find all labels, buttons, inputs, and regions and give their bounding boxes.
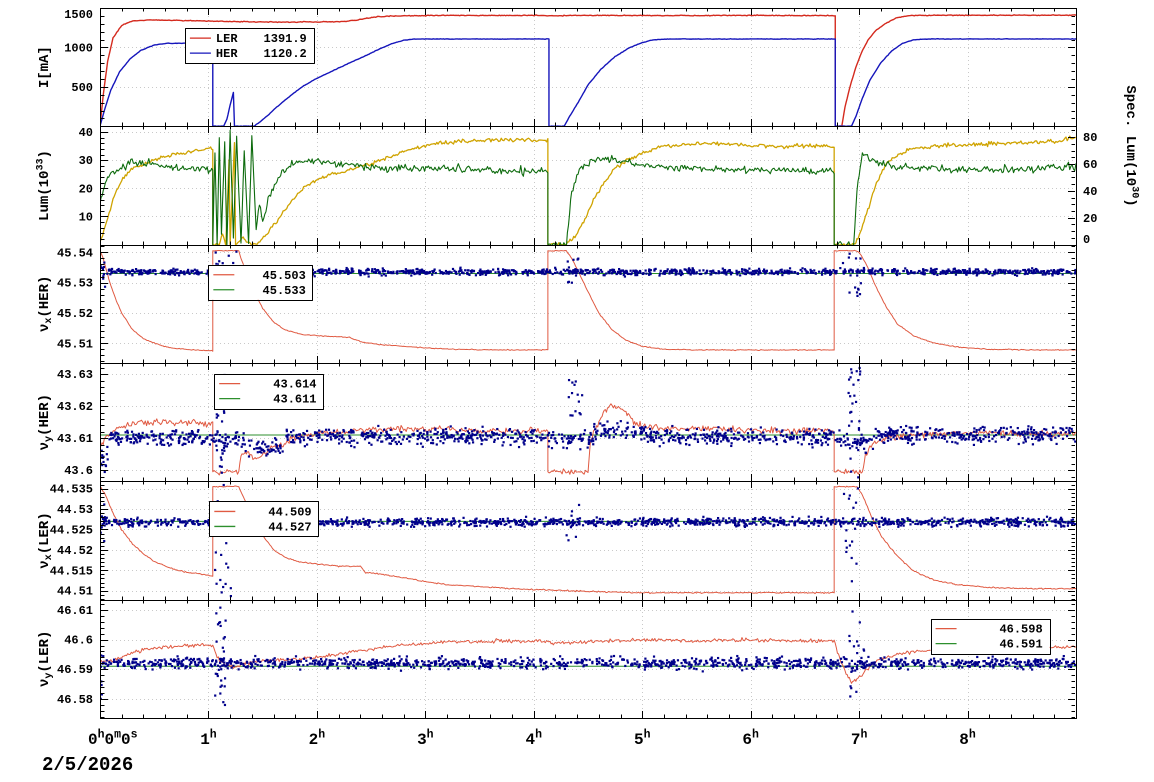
- x-axis-date-label: 2/5/2026: [42, 754, 134, 776]
